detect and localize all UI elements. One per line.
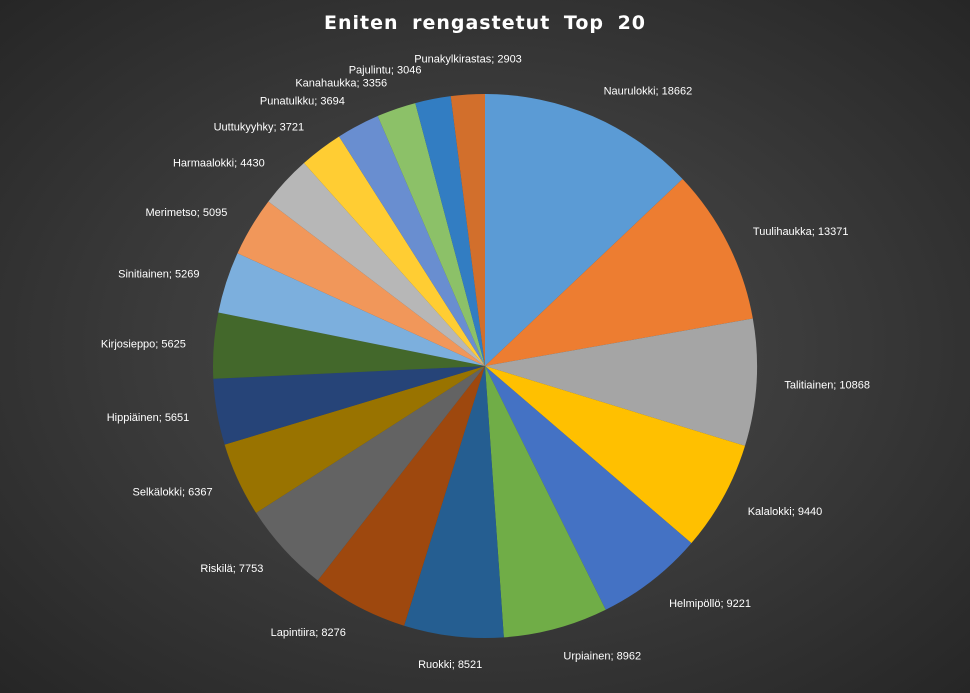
pie-slice-uuttukyyhky [303,136,485,366]
chart-title: Eniten rengastetut Top 20 [323,12,647,34]
data-label-helmipöllö: Helmipöllö; 9221 [669,598,751,610]
data-label-merimetso: Merimetso; 5095 [145,207,227,219]
pie-slice-ruokki [404,366,504,639]
pie-slice-urpiainen [485,366,606,638]
data-label-ruokki: Ruokki; 8521 [418,659,482,671]
pie-slice-selkälokki [224,366,486,513]
pie-slice-hippiäinen [213,366,486,445]
data-label-talitiainen: Talitiainen; 10868 [784,379,870,391]
data-label-kanahaukka: Kanahaukka; 3356 [295,77,387,89]
data-label-pajulintu: Pajulintu; 3046 [349,65,422,77]
pie-slice-punatulkku [339,116,485,366]
data-label-lapintiira: Lapintiira; 8276 [271,627,346,639]
data-label-hippiäinen: Hippiäinen; 5651 [107,412,190,424]
data-label-uuttukyyhky: Uuttukyyhky; 3721 [214,122,305,134]
data-label-selkälokki: Selkälokki; 6367 [132,487,212,499]
pie-slice-kalalokki [485,366,745,544]
pie-slice-kirjosieppo [212,312,485,379]
data-label-naurulokki: Naurulokki; 18662 [604,85,693,97]
data-label-sinitiainen: Sinitiainen; 5269 [118,269,199,281]
data-label-tuulihaukka: Tuulihaukka; 13371 [753,226,849,238]
data-label-harmaalokki: Harmaalokki; 4430 [173,157,265,169]
pie-slice-punakylkirastas [450,93,485,366]
pie-slice-lapintiira [317,366,485,626]
pie-slice-sinitiainen [218,253,485,366]
data-label-kirjosieppo: Kirjosieppo; 5625 [101,338,186,350]
data-label-riskilä: Riskilä; 7753 [200,563,263,575]
pie-slice-talitiainen [485,318,757,446]
pie-slice-riskilä [256,366,485,581]
pie-slice-kanahaukka [377,103,485,366]
pie-slice-naurulokki [485,94,683,366]
pie-slice-harmaalokki [268,163,485,366]
pie-slice-pajulintu [415,96,485,367]
pie-slice-tuulihaukka [485,179,753,366]
data-label-punatulkku: Punatulkku; 3694 [260,96,345,108]
pie-slice-merimetso [237,201,485,366]
pie-slice-helmipöllö [485,366,692,610]
data-label-urpiainen: Urpiainen; 8962 [563,651,641,663]
data-label-kalalokki: Kalalokki; 9440 [748,506,823,518]
data-label-punakylkirastas: Punakylkirastas; 2903 [414,54,522,66]
